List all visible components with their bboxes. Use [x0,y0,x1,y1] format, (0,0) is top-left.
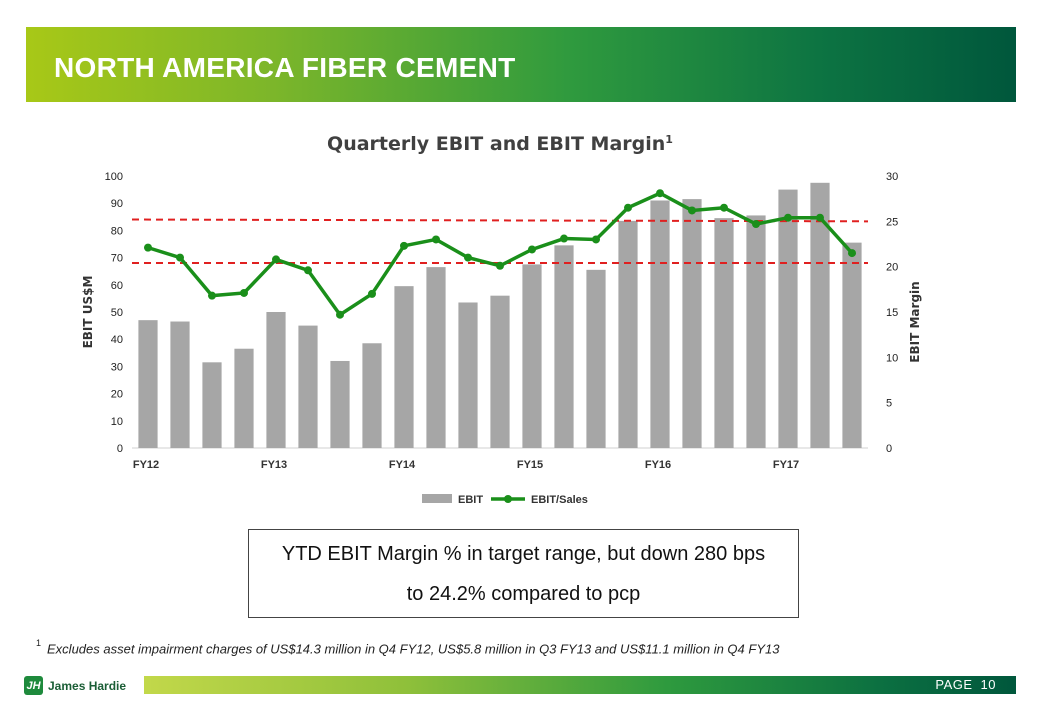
ebit-bar [714,218,734,448]
ebit-bar [138,320,158,448]
y-tick-label: 40 [111,334,123,346]
y-tick-label: 10 [111,416,123,428]
legend-label-ebit: EBIT [458,494,483,506]
y-tick-label: 0 [117,443,123,455]
ebit-bar [842,242,862,448]
x-tick-label: FY13 [261,459,287,471]
x-tick-label: FY12 [133,459,159,471]
footnote: 1 Excludes asset impairment charges of US… [36,638,780,657]
margin-point [624,203,632,212]
logo-text: James Hardie [48,678,127,693]
margin-point [496,261,504,270]
ebit-bar [746,215,766,448]
margin-point [784,213,792,222]
margin-point [208,291,216,300]
margin-point [688,206,696,215]
ebit-bar [554,245,574,448]
callout-line-2: to 24.2% compared to pcp [406,582,641,605]
legend-swatch-marker [504,495,512,503]
y2-tick-label: 15 [886,307,898,319]
ebit-bar [650,200,670,448]
x-tick-label: FY14 [389,459,416,471]
x-tick-label: FY15 [517,459,543,471]
ebit-bar [618,220,638,448]
ebit-bar [586,269,606,448]
ebit-bar [202,362,222,448]
y-tick-label: 20 [111,389,123,401]
chart-title: Quarterly EBIT and EBIT Margin1 [327,133,673,155]
page-indicator: PAGE 10 [935,677,996,692]
margin-point [176,253,184,262]
legend-swatch-ebit [422,494,452,503]
margin-point [848,249,856,258]
y-axis-title: EBIT US$M [81,276,95,349]
y-tick-label: 60 [111,280,123,292]
ebit-bar [266,312,286,448]
y-tick-label: 50 [111,307,123,319]
x-tick-label: FY17 [773,459,799,471]
ebit-bar [426,267,446,448]
callout-box: YTD EBIT Margin % in target range, but d… [248,529,799,618]
margin-point [720,203,728,212]
margin-point [752,220,760,229]
margin-point [240,288,248,297]
page-title: NORTH AMERICA FIBER CEMENT [54,52,516,83]
margin-point [336,310,344,319]
company-logo: JH James Hardie [24,676,126,695]
margin-point [464,253,472,262]
margin-point [560,234,568,243]
y2-tick-label: 5 [886,398,892,410]
ebit-bar [362,343,382,448]
ebit-bar [234,348,254,448]
y2-tick-label: 10 [886,352,898,364]
margin-point [368,289,376,298]
page-number: 10 [980,677,996,692]
ebit-bar [330,360,350,448]
ebit-bar [522,264,542,448]
margin-point [432,235,440,244]
footer-bar: PAGE 10 [144,676,1016,694]
y2-tick-label: 25 [886,216,898,228]
title-banner: NORTH AMERICA FIBER CEMENT [26,27,1016,102]
y-tick-label: 90 [111,198,123,210]
y2-tick-label: 30 [886,171,898,183]
margin-point [400,241,408,250]
target-range-line [131,218,869,223]
y2-tick-label: 0 [886,443,892,455]
footnote-marker: 1 [36,638,42,648]
y-tick-label: 30 [111,361,123,373]
ebit-chart: Quarterly EBIT and EBIT Margin1 0 10 20 30 40… [81,133,922,506]
margin-point [272,255,280,264]
ebit-bar [298,325,318,448]
chart-container: Quarterly EBIT and EBIT Margin1 0 10 20 30 40… [60,125,940,520]
footnote-text: Excludes asset impairment charges of US$… [47,641,780,657]
y2-tick-label: 20 [886,262,898,274]
callout-line-1: YTD EBIT Margin % in target range, but d… [281,542,766,565]
y-tick-label: 70 [111,253,123,265]
y2-axis-title: EBIT Margin [908,281,922,362]
ebit-bar [170,321,190,448]
logo-mark-icon: JH [24,676,43,695]
y-tick-label: 100 [105,171,123,183]
ebit-bar [490,295,510,448]
margin-point [656,189,664,198]
margin-point [144,243,152,252]
ebit-bar [778,189,798,448]
ebit-bar [810,182,830,449]
margin-point [304,266,312,275]
margin-point [592,235,600,244]
margin-point [528,245,536,254]
ebit-bar [458,302,478,448]
legend-label-margin: EBIT/Sales [531,494,588,506]
ebit-bar [682,199,702,448]
x-tick-label: FY16 [645,459,671,471]
ebit-bar [394,286,414,448]
margin-point [816,213,824,222]
page-label: PAGE [935,677,973,692]
y-tick-label: 80 [111,225,123,237]
